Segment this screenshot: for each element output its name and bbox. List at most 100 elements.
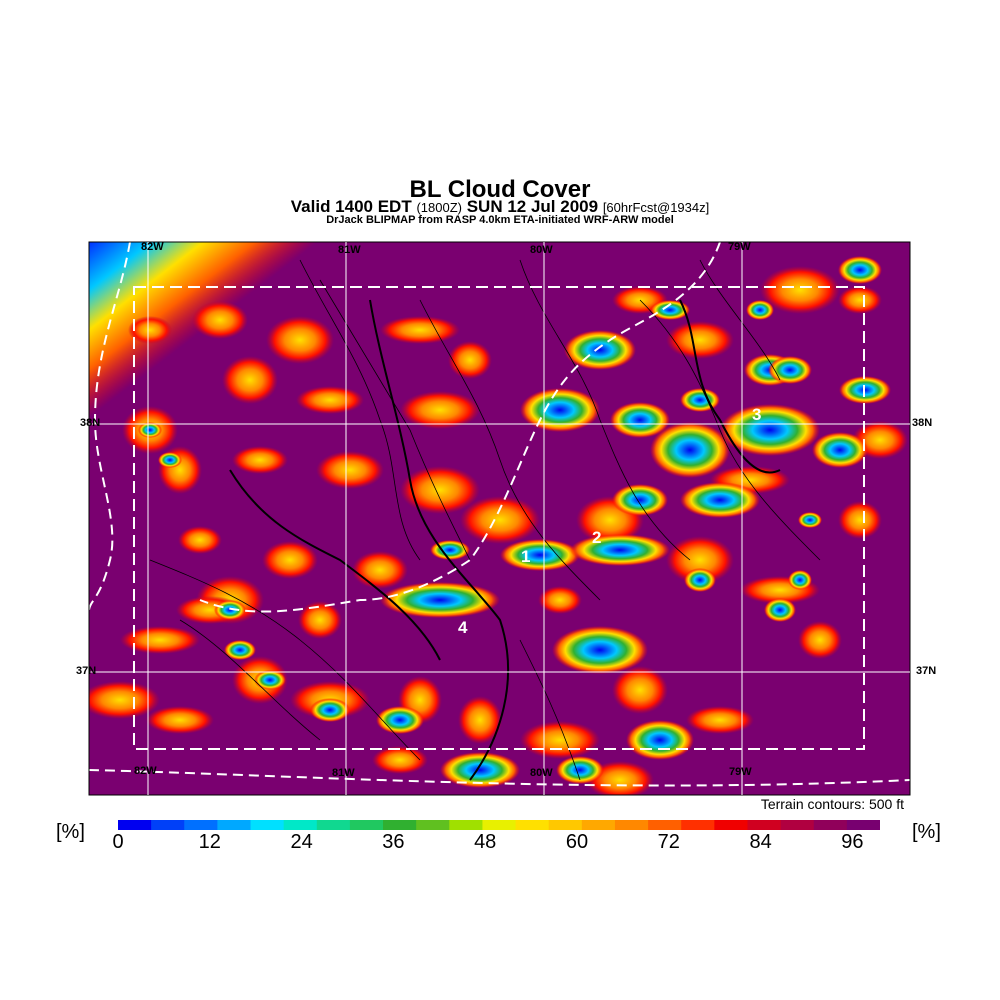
cloud-gap-patch xyxy=(296,386,364,414)
utc-time: (1800Z) xyxy=(416,200,462,215)
colorbar-segment xyxy=(747,820,782,830)
colorbar-segment xyxy=(515,820,550,830)
site-marker-1: 1 xyxy=(521,547,530,566)
cloud-gap-patch xyxy=(686,706,754,734)
clear-sky-patch xyxy=(684,568,716,592)
state-boundaries xyxy=(89,242,910,787)
clear-sky-patch xyxy=(680,482,760,518)
site-marker-3: 3 xyxy=(752,405,761,424)
valid-time: Valid 1400 EDT xyxy=(290,197,412,216)
clear-sky-patch xyxy=(768,356,812,384)
clear-sky-patch xyxy=(380,582,500,618)
colorbar-tick-label: 84 xyxy=(749,831,772,853)
clear-sky-patch xyxy=(650,422,730,478)
lon-label-top-79w: 79W xyxy=(728,241,751,253)
colorbar-segment xyxy=(648,820,682,830)
lon-label-top-81w: 81W xyxy=(338,244,361,256)
clear-sky-patch xyxy=(376,706,424,734)
colorbar-segment xyxy=(250,820,285,830)
colorbar-segment xyxy=(383,820,417,830)
cloud-gap-patch xyxy=(666,536,734,584)
clear-sky-patch xyxy=(564,330,636,370)
colorbar-segment xyxy=(482,820,517,830)
graticule xyxy=(89,242,910,795)
cloud-gap-patch xyxy=(128,316,172,344)
cloud-gap-patch xyxy=(458,696,502,744)
lon-label-bottom-79w: 79W xyxy=(729,766,752,778)
colorbar-tick-label: 24 xyxy=(290,831,313,853)
cloud-gap-patch xyxy=(262,541,318,579)
colorbar-segment xyxy=(780,820,815,830)
clear-sky-patch xyxy=(838,256,882,284)
colorbar-segment xyxy=(813,820,848,830)
clear-sky-patch xyxy=(310,698,350,722)
colorbar-segment xyxy=(283,820,318,830)
cloud-gap-patch xyxy=(838,286,882,314)
cloud-gap-patch xyxy=(612,666,668,714)
cloud-gap-patch xyxy=(538,586,582,614)
domain-box xyxy=(133,286,865,750)
cloud-gap-patch xyxy=(372,746,428,774)
clear-sky-patch xyxy=(430,540,470,560)
cloud-gap-patch xyxy=(352,551,408,589)
forecast-info: [60hrFcst@1934z] xyxy=(602,200,710,215)
cloud-gap-patch xyxy=(146,706,214,734)
lon-label-bottom-80w: 80W xyxy=(530,767,553,779)
clear-sky-patch xyxy=(556,756,604,784)
colorbar-tick-label: 48 xyxy=(474,831,497,853)
clear-sky-patch xyxy=(440,752,520,788)
cloud-gap-patch xyxy=(380,316,460,344)
cloud-gap-patch xyxy=(460,496,540,544)
colorbar-segment xyxy=(846,820,880,830)
clear-sky-patch xyxy=(520,388,600,432)
clear-sky-patch xyxy=(612,484,668,516)
cloud-gap-patch xyxy=(400,391,480,429)
colorbar-tick-label: 36 xyxy=(382,831,405,853)
colorbar-unit-right: [%] xyxy=(912,821,941,843)
colorbar-segment xyxy=(548,820,583,830)
colorbar-tick-label: 96 xyxy=(841,831,864,853)
clear-sky-patch xyxy=(224,640,256,660)
clear-sky-patch xyxy=(746,300,774,320)
cloud-gap-patch xyxy=(89,681,160,719)
colorbar-segment xyxy=(614,820,649,830)
clear-sky-patch xyxy=(680,388,720,412)
colorbar-segment xyxy=(316,820,351,830)
colorbar-segment xyxy=(681,820,715,830)
clear-sky-patch xyxy=(720,404,820,456)
clear-sky-patch xyxy=(610,402,670,438)
clear-sky-patch xyxy=(626,720,694,760)
colorbar-segment xyxy=(118,820,152,830)
site-marker-2: 2 xyxy=(592,528,601,547)
cloud-gap-patch xyxy=(666,321,734,359)
cloud-gap-patch xyxy=(120,626,200,654)
map-title: BL Cloud Cover xyxy=(409,176,591,203)
lat-label-right-38n: 38N xyxy=(912,417,933,429)
clear-sky-patch xyxy=(788,570,812,590)
lat-label-right-37n: 37N xyxy=(916,665,937,677)
colorbar-segment xyxy=(581,820,616,830)
colorbar-segment xyxy=(217,820,252,830)
map-subtitle: Valid 1400 EDT (1800Z) SUN 12 Jul 2009 [… xyxy=(0,197,1000,217)
cloud-gap-patch xyxy=(448,341,492,379)
lon-label-bottom-82w: 82W xyxy=(134,765,157,777)
colorbar-segment xyxy=(449,820,483,830)
colorbar-segment xyxy=(151,820,185,830)
terrain-contour-note: Terrain contours: 500 ft xyxy=(760,796,904,812)
colorbar-segment xyxy=(714,820,748,830)
clear-sky-patch xyxy=(552,626,648,674)
cloud-gap-patch xyxy=(838,501,882,539)
cloud-gap-patch xyxy=(232,446,288,474)
colorbar-segment xyxy=(349,820,384,830)
lat-label-left-38n: 38N xyxy=(80,417,101,429)
site-markers: 1 2 3 4 xyxy=(458,405,761,637)
clear-sky-patch xyxy=(254,670,286,690)
clear-sky-patch xyxy=(570,534,670,566)
clear-sky-patch xyxy=(500,539,580,571)
clear-sky-patch xyxy=(138,422,162,438)
clear-sky-patch xyxy=(214,600,246,620)
clear-sky-patch xyxy=(650,300,690,320)
lat-label-left-37n: 37N xyxy=(76,665,97,677)
cloud-gap-patch xyxy=(316,451,384,489)
